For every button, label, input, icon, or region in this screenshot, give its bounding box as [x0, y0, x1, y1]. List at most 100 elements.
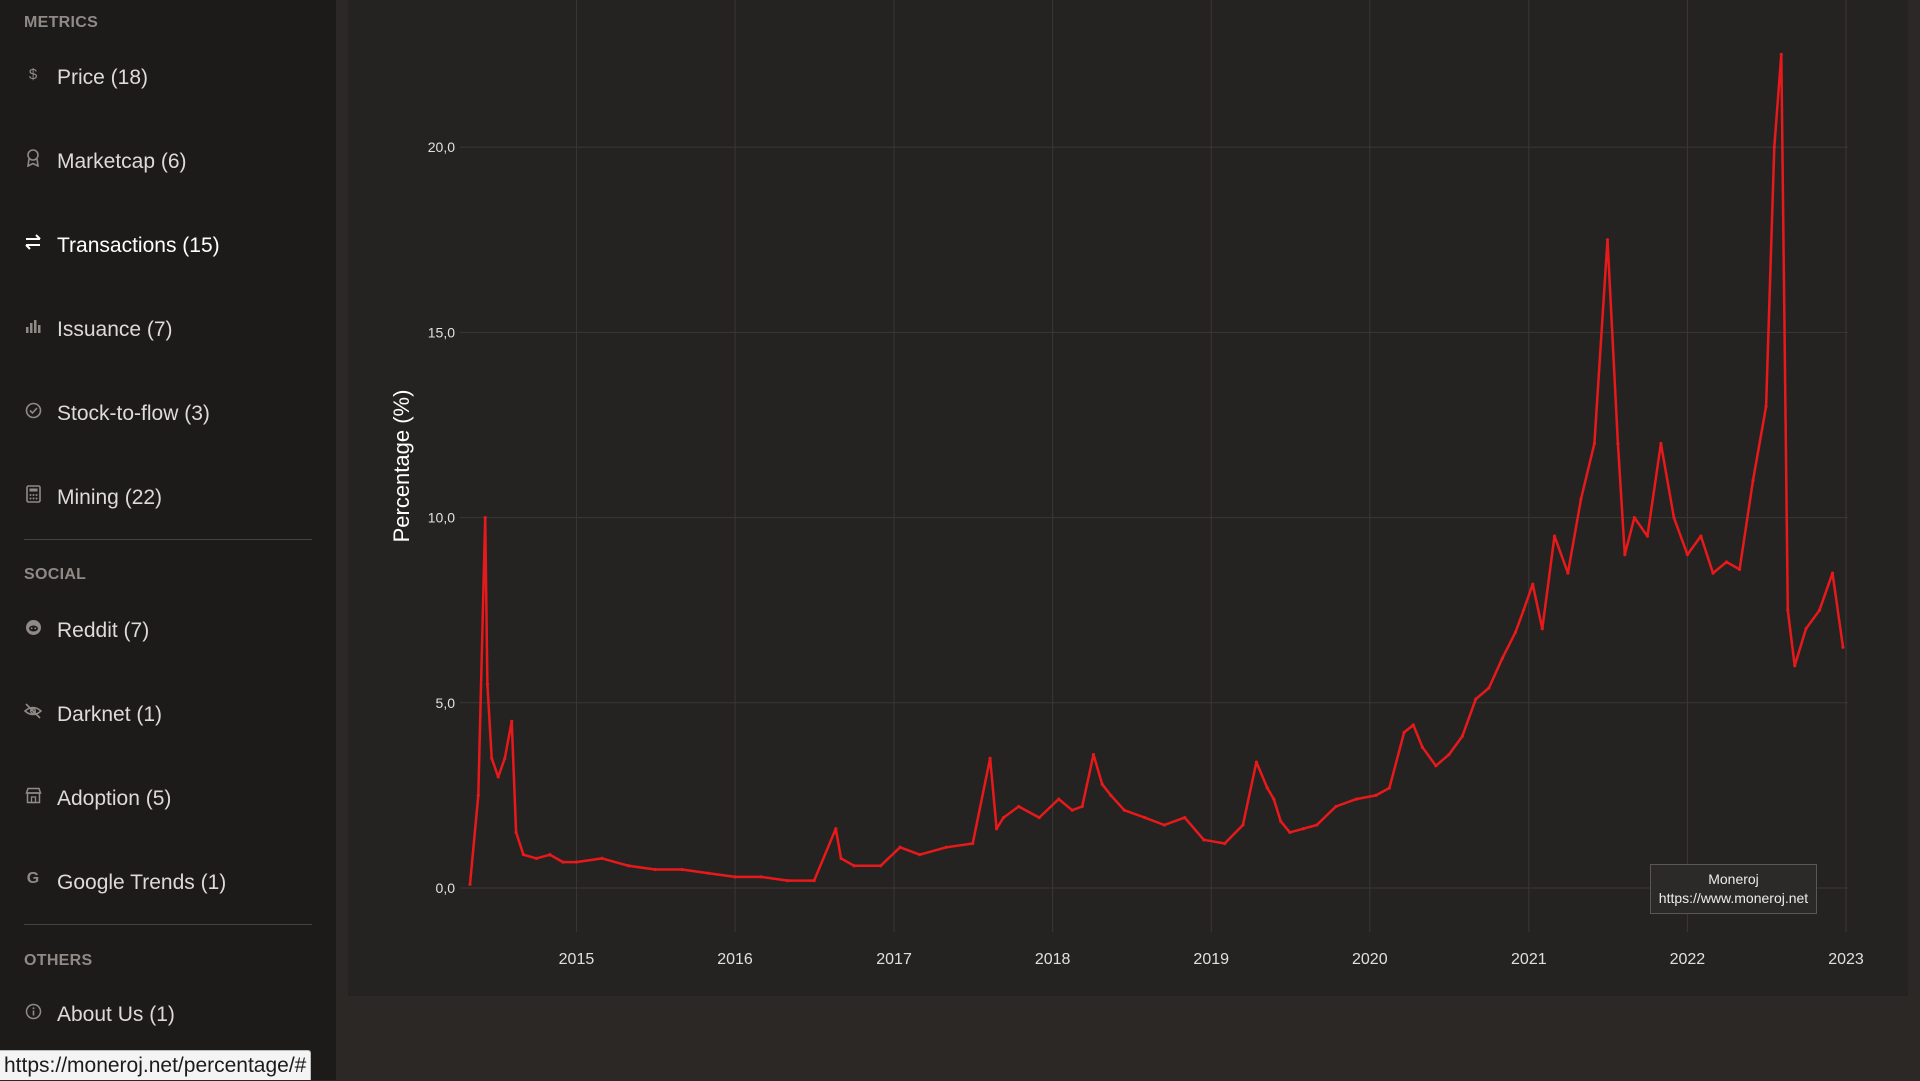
metrics-section-title: METRICS — [24, 14, 99, 31]
info-icon — [24, 1002, 42, 1020]
sidebar-item-marketcap[interactable]: Marketcap (6) — [24, 142, 312, 182]
sidebar-divider — [24, 924, 312, 925]
data-point — [1804, 627, 1808, 631]
data-point — [1057, 797, 1061, 801]
data-point — [490, 756, 494, 760]
social-section-title: SOCIAL — [24, 566, 87, 583]
data-point — [1288, 830, 1292, 835]
data-point — [1786, 608, 1790, 612]
data-point — [1487, 686, 1491, 690]
data-point — [574, 860, 579, 864]
data-point — [1279, 819, 1283, 823]
sidebar-item-google-trends[interactable]: G Google Trends (1) — [24, 863, 312, 903]
y-tick-label: 5,0 — [436, 695, 456, 711]
data-point — [786, 878, 790, 883]
percentage-chart[interactable]: 0,0 5,0 10,0 15,0 20,0 2015 2016 2017 2018 2019 20… — [0, 0, 1920, 1000]
data-point — [476, 793, 480, 797]
x-tick-label: 2020 — [1352, 951, 1388, 968]
y-tick-label: 15,0 — [428, 324, 455, 340]
data-point — [1109, 793, 1113, 797]
data-point — [1037, 816, 1041, 820]
data-point — [1272, 797, 1276, 801]
sidebar-item-label: Darknet (1) — [57, 703, 163, 726]
data-point — [1513, 630, 1517, 635]
others-section-title: OTHERS — [24, 952, 93, 969]
data-point — [1254, 760, 1259, 764]
x-tick-label: 2019 — [1193, 951, 1229, 968]
data-point — [1699, 534, 1703, 538]
x-tick-label: 2016 — [717, 951, 753, 968]
data-point — [1672, 515, 1676, 520]
y-tick-label: 10,0 — [428, 510, 455, 526]
data-point — [1460, 734, 1464, 738]
reddit-icon — [24, 618, 42, 636]
sidebar-item-reddit[interactable]: Reddit (7) — [24, 611, 312, 651]
data-point — [1764, 404, 1768, 409]
data-point — [1091, 753, 1096, 757]
sidebar-item-stock-to-flow[interactable]: Stock-to-flow (3) — [24, 394, 312, 434]
data-point — [485, 682, 489, 686]
data-point — [918, 853, 922, 857]
data-point — [680, 867, 684, 872]
data-point — [1623, 553, 1627, 557]
data-point — [1411, 723, 1415, 727]
data-point — [1402, 730, 1406, 735]
sidebar-item-adoption[interactable]: Adoption (5) — [24, 779, 312, 819]
sidebar-item-about-us[interactable]: About Us (1) — [24, 995, 312, 1035]
data-point — [1592, 441, 1597, 446]
data-point — [1711, 571, 1715, 575]
bar-chart-icon — [24, 317, 42, 335]
data-point — [1387, 786, 1391, 790]
data-point — [1241, 823, 1245, 827]
sidebar-item-label: Adoption (5) — [57, 787, 172, 810]
sidebar-item-issuance[interactable]: Issuance (7) — [24, 310, 312, 350]
data-point — [1434, 764, 1438, 768]
data-point — [561, 860, 565, 864]
data-point — [1315, 823, 1319, 827]
sidebar-item-darknet[interactable]: Darknet (1) — [24, 695, 312, 735]
data-point — [1265, 786, 1269, 790]
x-tick-label: 2021 — [1511, 951, 1547, 968]
data-point — [1202, 838, 1206, 842]
x-tick-label: 2022 — [1670, 951, 1706, 968]
sidebar-item-transactions[interactable]: Transactions (15) — [24, 226, 312, 266]
data-point — [1659, 441, 1663, 446]
data-point — [1183, 816, 1187, 820]
x-tick-label: 2015 — [559, 951, 595, 968]
check-circle-icon — [24, 401, 42, 419]
data-point — [1522, 608, 1526, 612]
data-point — [852, 864, 856, 868]
x-tick-label: 2023 — [1828, 951, 1864, 968]
data-point — [1552, 534, 1557, 538]
data-point — [626, 864, 631, 868]
chart-card — [348, 0, 1908, 996]
data-point — [600, 856, 604, 860]
data-point — [1354, 797, 1358, 801]
data-point — [1737, 567, 1742, 572]
data-point — [1779, 52, 1783, 57]
data-point — [759, 875, 763, 879]
award-icon — [24, 149, 42, 167]
data-point — [1632, 515, 1637, 520]
data-point — [510, 719, 514, 723]
sidebar-item-label: Mining (22) — [57, 486, 163, 509]
data-point — [878, 864, 883, 868]
status-bar-url: https://moneroj.net/percentage/# — [0, 1050, 312, 1080]
data-point — [1223, 841, 1227, 846]
data-point — [1685, 553, 1690, 557]
data-point — [1162, 823, 1166, 827]
sidebar-item-label: About Us (1) — [57, 1003, 175, 1026]
data-point — [944, 845, 948, 849]
data-point — [1474, 697, 1478, 701]
data-point — [468, 882, 472, 886]
data-point — [1334, 804, 1338, 809]
data-point — [1724, 560, 1729, 564]
sidebar-item-mining[interactable]: Mining (22) — [24, 478, 312, 518]
data-point — [1447, 753, 1451, 757]
sidebar-item-price[interactable]: $ Price (18) — [24, 58, 312, 98]
data-point — [1500, 656, 1504, 660]
data-point — [733, 875, 737, 879]
data-point — [1143, 816, 1147, 820]
watermark-url: https://www.moneroj.net — [1658, 890, 1809, 906]
data-point — [1374, 793, 1378, 797]
